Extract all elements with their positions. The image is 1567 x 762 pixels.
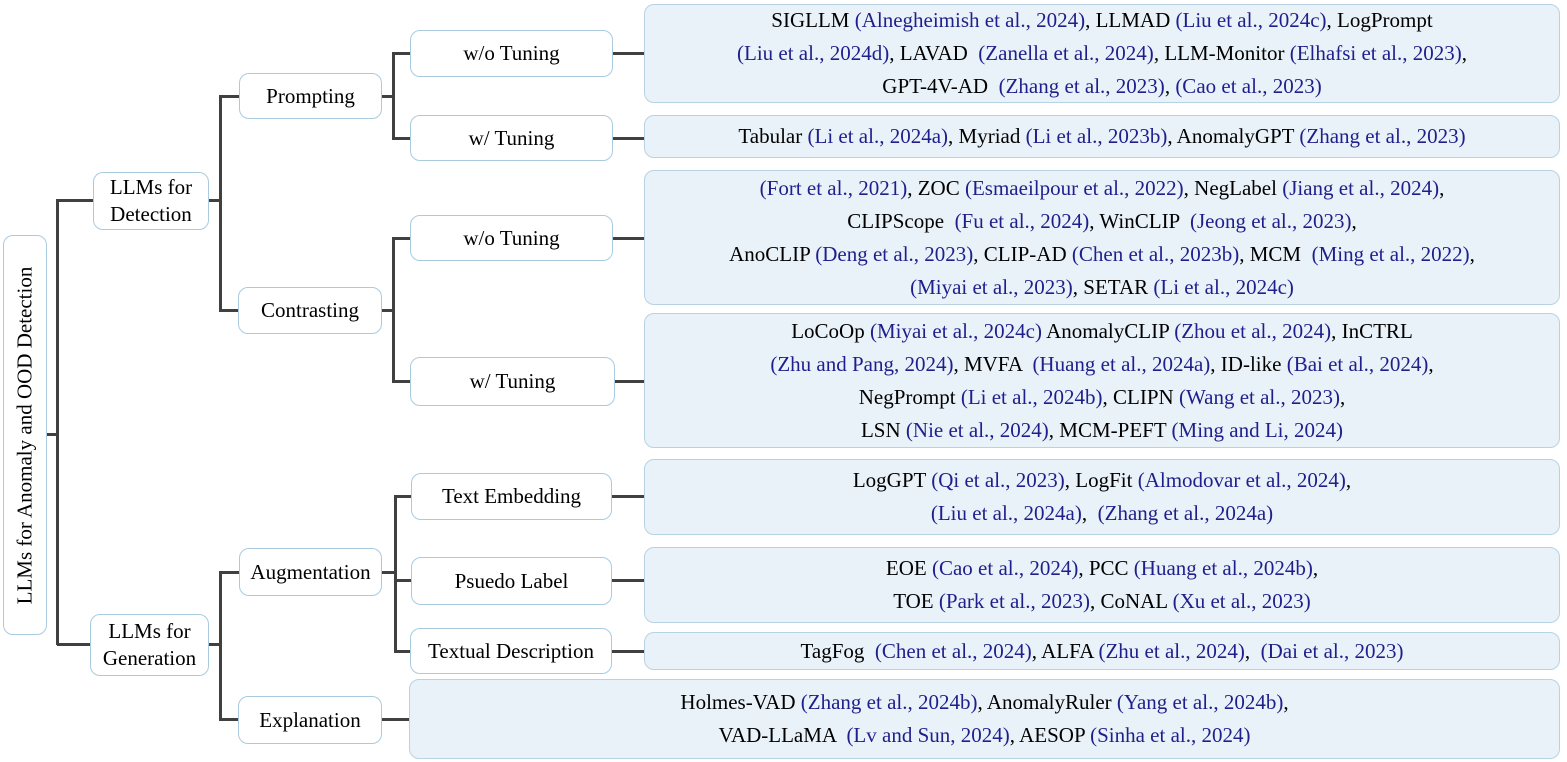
node-contrasting-w-tuning: w/ Tuning [410,357,615,406]
connector-line [219,571,222,720]
connector-line [394,495,412,498]
node-psuedo-label-label: Psuedo Label [454,568,569,593]
node-prompting-w-tuning-label: w/ Tuning [468,125,555,150]
connector-line [382,571,396,574]
node-prompting-wo-tuning-label: w/o Tuning [463,41,560,65]
leaf-prompting-wo-tuning: SIGLLM (Alnegheimish et al., 2024), LLMA… [644,4,1560,103]
node-prompting: Prompting [239,73,382,119]
node-llms-for-detection-label: LLMs for Detection [109,175,193,226]
connector-line [219,309,239,312]
connector-line [382,718,409,721]
node-llms-for-generation: LLMs for Generation [90,614,209,676]
connector-line [392,52,411,55]
connector-line [392,237,411,240]
node-contrasting-wo-tuning: w/o Tuning [410,215,613,261]
connector-line [394,579,412,582]
node-llms-for-detection: LLMs for Detection [93,172,209,230]
connector-line [57,199,94,202]
leaf-explanation: Holmes-VAD (Zhang et al., 2024b), Anomal… [409,679,1560,759]
leaf-psuedo-label: EOE (Cao et al., 2024), PCC (Huang et al… [644,547,1560,623]
node-text-embedding: Text Embedding [411,473,612,520]
node-text-embedding-label: Text Embedding [441,484,582,508]
leaf-textual-description: TagFog (Chen et al., 2024), ALFA (Zhu et… [644,632,1560,670]
connector-line [56,199,59,645]
connector-line [57,643,91,646]
node-prompting-w-tuning: w/ Tuning [410,115,613,161]
node-contrasting-label: Contrasting [261,298,359,322]
connector-line [219,718,239,721]
connector-line [219,571,240,574]
connector-line [382,95,394,98]
connector-line [209,199,222,202]
node-textual-description-label: Textual Description [428,638,594,663]
node-contrasting: Contrasting [238,287,382,334]
connector-line [219,95,222,311]
leaf-text-embedding: LogGPT (Qi et al., 2023), LogFit (Almodo… [644,459,1560,535]
node-llms-for-generation-label: LLMs for Generation [102,619,197,670]
connector-line [613,137,644,140]
connector-line [613,237,644,240]
node-contrasting-wo-tuning-label: w/o Tuning [463,225,560,250]
node-prompting-wo-tuning: w/o Tuning [410,30,613,77]
connector-line [219,95,240,98]
connector-line [392,380,411,383]
leaf-prompting-w-tuning: Tabular (Li et al., 2024a), Myriad (Li e… [644,115,1560,158]
connector-line [209,643,222,646]
connector-line [382,309,394,312]
node-augmentation-label: Augmentation [250,559,371,584]
connector-line [612,579,644,582]
connector-line [394,495,397,652]
connector-line [392,52,395,140]
leaf-contrasting-w-tuning: LoCoOp (Miyai et al., 2024c) AnomalyCLIP… [644,313,1560,448]
connector-line [615,380,644,383]
node-psuedo-label: Psuedo Label [411,557,612,605]
node-prompting-label: Prompting [266,83,355,108]
node-augmentation: Augmentation [239,548,382,596]
node-explanation-label: Explanation [259,707,361,732]
node-contrasting-w-tuning-label: w/ Tuning [469,369,556,393]
connector-line [612,495,644,498]
connector-line [392,137,411,140]
node-root: LLMs for Anomaly and OOD Detection [3,235,47,635]
connector-line [47,433,58,436]
connector-line [613,52,644,55]
connector-line [612,650,644,653]
node-explanation: Explanation [238,696,382,744]
node-textual-description: Textual Description [410,628,612,674]
connector-line [392,237,395,382]
connector-line [394,650,411,653]
node-root-label: LLMs for Anomaly and OOD Detection [12,266,37,604]
leaf-contrasting-wo-tuning: (Fort et al., 2021), ZOC (Esmaeilpour et… [644,170,1560,305]
